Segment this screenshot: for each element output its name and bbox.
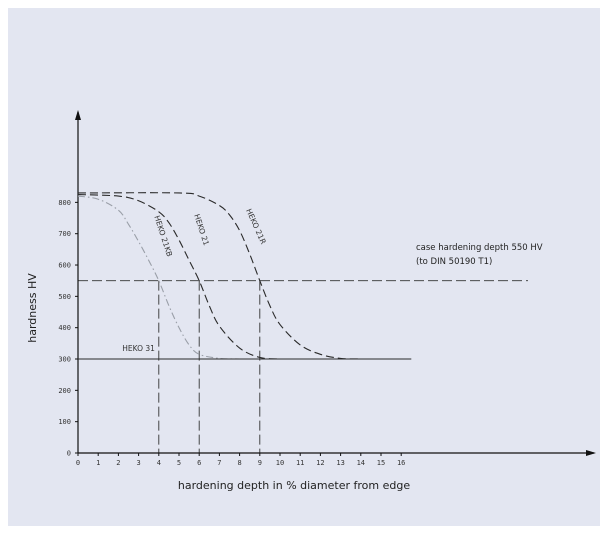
x-axis-title: hardening depth in % diameter from edge — [178, 479, 410, 492]
series-heko-21kb — [77, 195, 240, 360]
hardness-chart: 0 1 2 3 4 5 6 7 8 9 10 11 12 13 14 15 160100200300400500… — [26, 110, 596, 492]
y-tick-label: 700 — [58, 230, 71, 238]
y-axis-title: hardness HV — [26, 273, 39, 343]
x-tick-label: 9 — [258, 459, 262, 467]
x-tick-label: 2 — [116, 459, 120, 467]
x-tick-label: 1 — [96, 459, 100, 467]
chart-panel: 0 1 2 3 4 5 6 7 8 9 10 11 12 13 14 15 16 0 100 200 300 400 500… — [8, 8, 600, 526]
x-tick-label: 0 — [76, 459, 80, 467]
y-tick-label: 200 — [58, 387, 71, 395]
series-label-heko-21kb: HEKO 21KB — [152, 214, 174, 257]
y-tick-label: 500 — [58, 293, 71, 301]
x-tick-label: 12 — [316, 459, 324, 467]
x-axis-arrow — [586, 450, 596, 456]
series-label-heko-21r: HEKO 21R — [244, 207, 268, 245]
x-tick-label: 4 — [157, 459, 161, 467]
x-tick-label: 7 — [217, 459, 221, 467]
series-heko-21r — [77, 192, 361, 360]
y-tick-label: 400 — [58, 324, 71, 332]
series-label-heko-21: HEKO 21 — [192, 213, 211, 247]
series-label-heko-31: HEKO 31 — [122, 344, 155, 353]
x-tick-label: 3 — [136, 459, 140, 467]
x-tick-label: 11 — [296, 459, 304, 467]
x-tick-label: 14 — [357, 459, 365, 467]
y-tick-label: 800 — [58, 199, 71, 207]
series-heko-21 — [77, 193, 281, 360]
y-tick-label: 300 — [58, 356, 71, 364]
x-tick-label: 10 — [276, 459, 284, 467]
case-hardening-annotation-line1: case hardening depth 550 HV — [416, 243, 543, 253]
x-tick-label: 16 — [397, 459, 405, 467]
x-tick-label: 13 — [336, 459, 344, 467]
y-tick-label: 600 — [58, 262, 71, 270]
x-tick-label: 5 — [177, 459, 181, 467]
x-tick-label: 6 — [197, 459, 201, 467]
x-tick-label: 8 — [237, 459, 241, 467]
y-axis-arrow — [75, 110, 81, 120]
case-hardening-annotation-line2: (to DIN 50190 T1) — [416, 257, 492, 267]
y-tick-label: 0 — [67, 450, 71, 458]
y-tick-label: 100 — [58, 418, 71, 426]
x-tick-label: 15 — [377, 459, 385, 467]
